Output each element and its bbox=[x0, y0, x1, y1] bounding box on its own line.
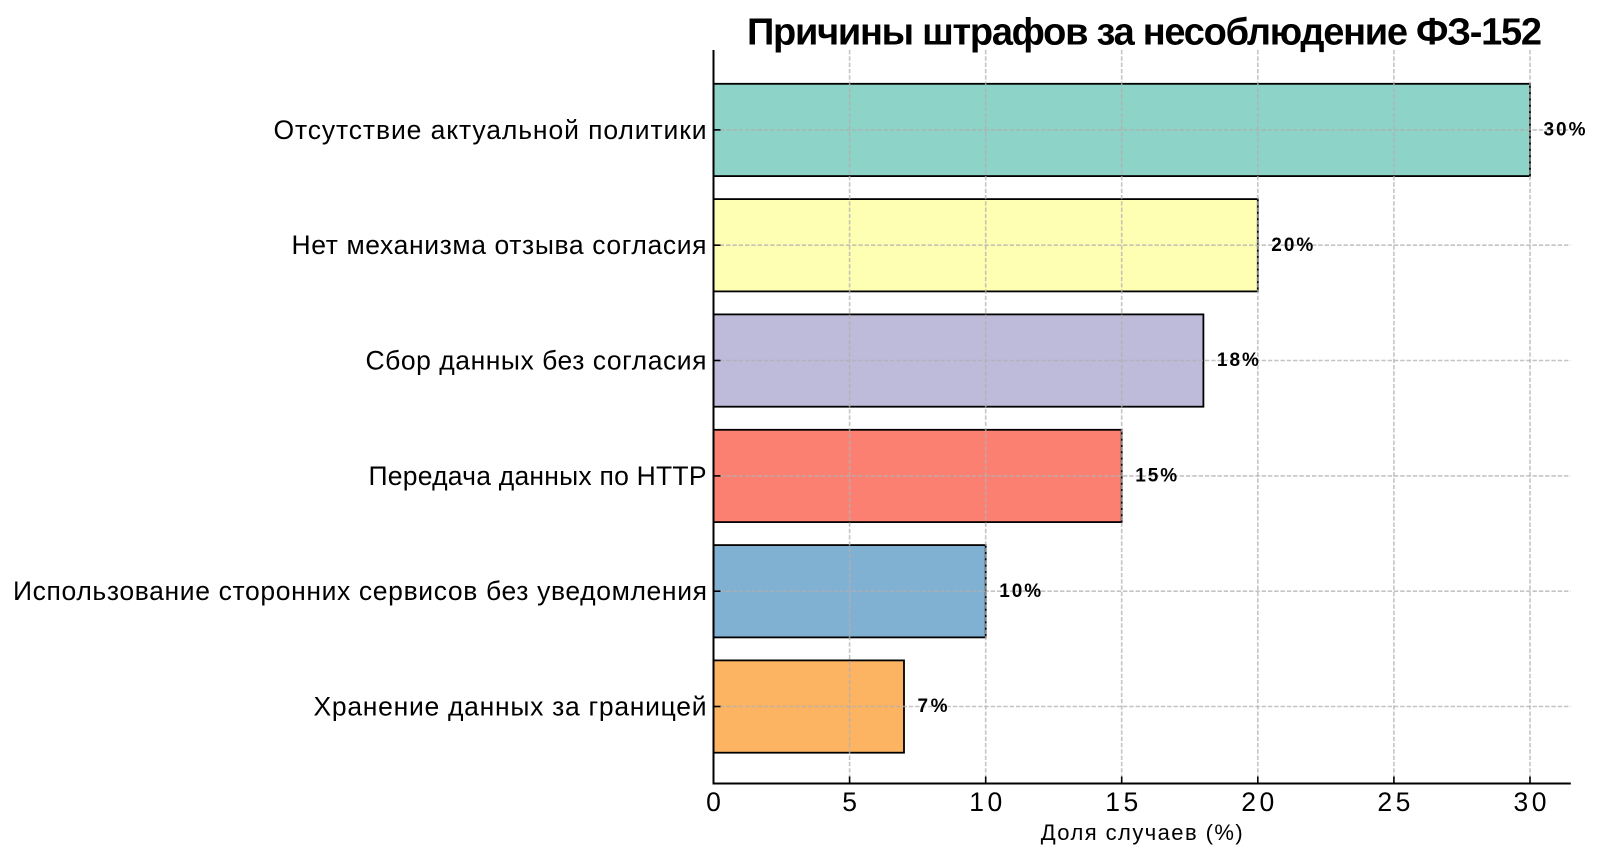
svg-text:15%: 15% bbox=[1135, 465, 1177, 486]
svg-text:20%: 20% bbox=[1271, 235, 1313, 256]
svg-text:Сбор данных без согласия: Сбор данных без согласия bbox=[366, 346, 707, 376]
svg-text:7%: 7% bbox=[918, 696, 948, 717]
svg-text:Хранение данных за границей: Хранение данных за границей bbox=[314, 692, 707, 722]
svg-text:Причины штрафов за несоблюдени: Причины штрафов за несоблюдение ФЗ-152 bbox=[747, 12, 1542, 54]
svg-text:Нет механизма отзыва согласия: Нет механизма отзыва согласия bbox=[292, 230, 707, 260]
svg-text:Доля случаев (%): Доля случаев (%) bbox=[1041, 820, 1243, 845]
svg-text:Передача данных по HTTP: Передача данных по HTTP bbox=[369, 461, 707, 491]
svg-text:5: 5 bbox=[842, 787, 857, 817]
svg-text:Отсутствие актуальной политики: Отсутствие актуальной политики bbox=[274, 115, 707, 145]
svg-text:18%: 18% bbox=[1217, 350, 1259, 371]
svg-text:Использование сторонних сервис: Использование сторонних сервисов без уве… bbox=[13, 576, 707, 606]
svg-text:30%: 30% bbox=[1544, 119, 1586, 140]
svg-text:0: 0 bbox=[706, 787, 721, 817]
svg-text:10%: 10% bbox=[999, 581, 1041, 602]
